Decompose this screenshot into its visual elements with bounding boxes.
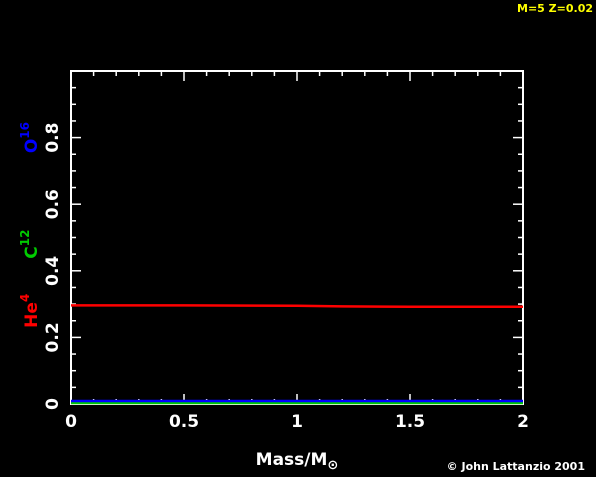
x-axis-label: Mass/M⊙ [256,450,339,473]
x-tick-label: 0 [65,412,77,432]
species-label-c12: C12 [18,230,42,259]
species-base: O [22,139,42,153]
series-lines [71,304,523,405]
model-label: M=5 Z=0.02 [517,2,593,15]
x-axis-label-text: Mass/M [256,450,328,470]
species-base: He [22,302,42,328]
x-tick-label: 0.5 [169,412,199,432]
y-tick-label: 0.6 [43,189,63,219]
y-tick-label: 0.2 [43,322,63,352]
species-superscript: 4 [18,294,32,302]
y-tick-label: 0.8 [43,123,63,153]
x-tick-labels: 0 0.5 1 1.5 2 [65,412,529,432]
x-tick-label: 1 [291,412,303,432]
y-tick-label: 0.4 [43,256,63,286]
x-tick-label: 1.5 [395,412,425,432]
species-superscript: 12 [18,230,32,247]
x-axis-ticks [70,71,524,404]
y-axis-ticks [71,70,523,405]
credit-label: © John Lattanzio 2001 [447,460,585,473]
x-tick-label: 2 [517,412,529,432]
sun-symbol: ⊙ [327,458,338,473]
species-label-o16: O16 [18,122,42,153]
y-tick-labels: 0 0.2 0.4 0.6 0.8 [43,123,63,410]
species-superscript: 16 [18,122,32,139]
plot-frame [70,70,524,405]
series-line-he4 [71,304,523,309]
species-label-he4: He4 [18,294,42,328]
species-labels: He4 C12 O16 [18,122,42,328]
species-base: C [22,246,42,258]
y-tick-label: 0 [43,398,63,410]
